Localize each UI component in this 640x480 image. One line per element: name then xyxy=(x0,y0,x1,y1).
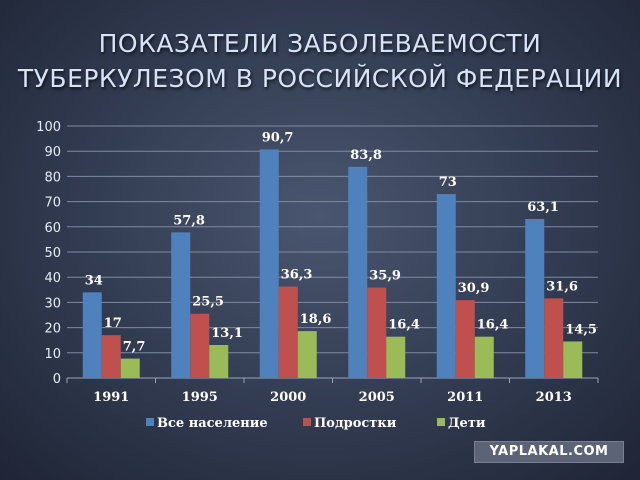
bar-2-5 xyxy=(563,341,583,378)
data-label: 34 xyxy=(85,273,103,288)
y-tick-label: 50 xyxy=(44,246,61,261)
y-tick-label: 70 xyxy=(44,196,61,211)
x-tick-label: 2013 xyxy=(536,390,572,405)
bar-2-3 xyxy=(386,336,406,378)
bar-0-0 xyxy=(82,292,102,378)
data-label: 18,6 xyxy=(300,312,332,327)
data-label: 63,1 xyxy=(527,200,559,215)
bar-2-4 xyxy=(474,336,494,378)
watermark: YAPLAKAL.COM xyxy=(474,441,624,463)
y-tick-label: 30 xyxy=(44,296,61,311)
x-tick-label: 1991 xyxy=(93,390,129,405)
y-tick-label: 0 xyxy=(53,372,61,387)
data-label: 14,5 xyxy=(565,322,597,337)
data-label: 83,8 xyxy=(350,148,382,163)
title-line-1: ПОКАЗАТЕЛИ ЗАБОЛЕВАЕМОСТИ xyxy=(98,29,542,58)
legend-swatch xyxy=(437,418,445,426)
x-tick-label: 2000 xyxy=(270,390,306,405)
data-label: 30,9 xyxy=(458,281,490,296)
bar-0-2 xyxy=(259,149,279,378)
bar-2-1 xyxy=(209,344,229,378)
bar-1-5 xyxy=(544,298,564,378)
x-tick-label: 1995 xyxy=(182,390,218,405)
data-label: 35,9 xyxy=(369,269,401,284)
data-label: 16,4 xyxy=(477,318,509,333)
legend-label: Все население xyxy=(157,416,268,431)
bar-2-2 xyxy=(297,331,317,378)
legend-swatch xyxy=(303,418,311,426)
bar-1-2 xyxy=(278,286,298,378)
data-label: 36,3 xyxy=(281,268,313,283)
bar-0-5 xyxy=(525,218,545,378)
data-label: 31,6 xyxy=(546,279,578,294)
bar-1-3 xyxy=(367,287,387,378)
legend-label: Дети xyxy=(448,416,486,431)
x-tick-label: 2005 xyxy=(359,390,395,405)
bar-0-3 xyxy=(348,166,368,378)
legend-label: Подростки xyxy=(314,416,397,431)
y-tick-label: 10 xyxy=(44,347,61,362)
data-label: 16,4 xyxy=(388,318,420,333)
bar-2-0 xyxy=(120,358,140,378)
y-tick-label: 100 xyxy=(36,120,61,135)
bar-1-0 xyxy=(101,335,121,378)
bar-0-4 xyxy=(436,194,456,378)
data-label: 13,1 xyxy=(211,326,243,341)
y-tick-label: 40 xyxy=(44,271,61,286)
y-tick-label: 80 xyxy=(44,170,61,185)
bar-0-1 xyxy=(171,232,191,378)
title-line-2: ТУБЕРКУЛЕЗОМ В РОССИЙСКОЙ ФЕДЕРАЦИИ xyxy=(17,64,623,93)
x-tick-label: 2011 xyxy=(447,390,483,405)
data-label: 73 xyxy=(439,175,457,190)
bar-1-1 xyxy=(190,313,210,378)
data-label: 90,7 xyxy=(262,130,294,145)
data-label: 25,5 xyxy=(192,295,224,310)
y-tick-label: 60 xyxy=(44,221,61,236)
page-title: ПОКАЗАТЕЛИ ЗАБОЛЕВАЕМОСТИ ТУБЕРКУЛЕЗОМ В… xyxy=(0,26,640,96)
data-label: 7,7 xyxy=(123,340,146,355)
legend-swatch xyxy=(146,418,154,426)
y-tick-label: 20 xyxy=(44,322,61,337)
y-tick-label: 90 xyxy=(44,145,61,160)
data-label: 57,8 xyxy=(173,213,205,228)
bar-1-4 xyxy=(455,300,475,378)
data-label: 17 xyxy=(104,316,122,331)
